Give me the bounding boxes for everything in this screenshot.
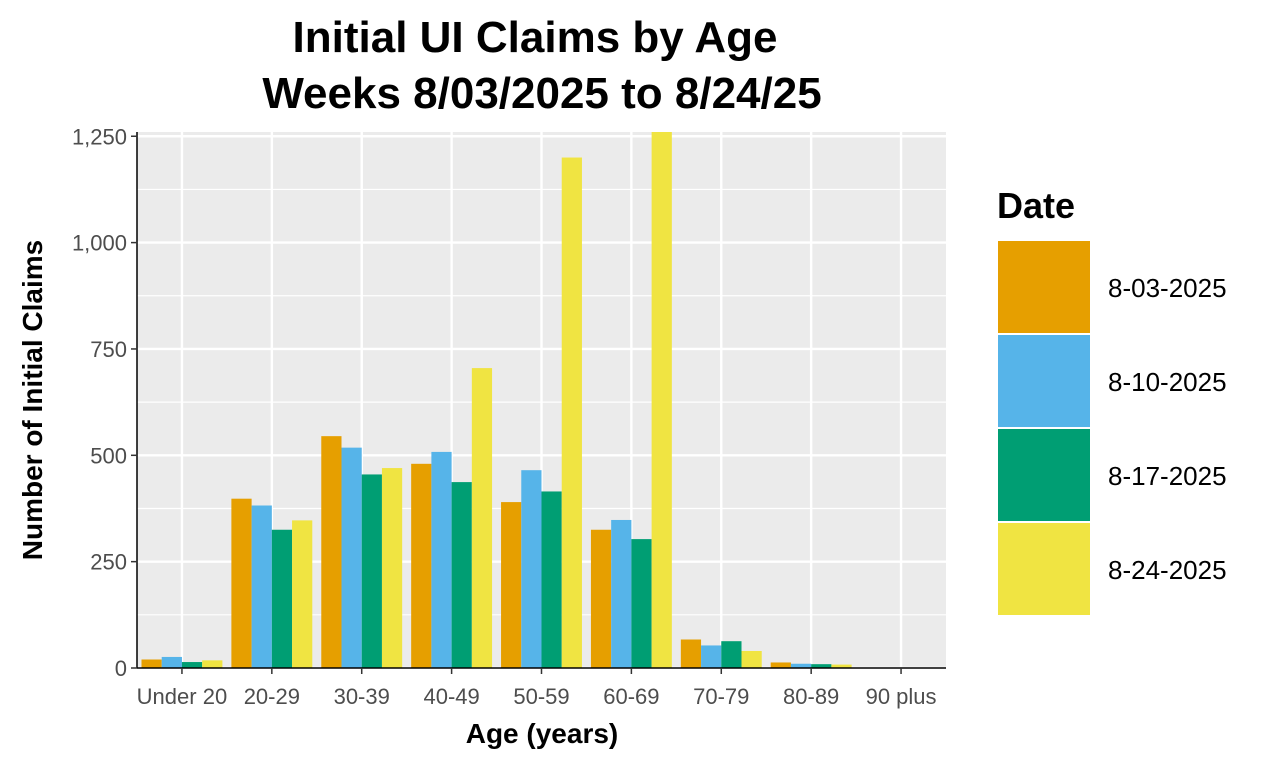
x-axis: Under 20 20-29 30-39 40-49 50-59 60-69 70-79 80…	[137, 667, 946, 709]
bar	[231, 498, 252, 668]
bar	[141, 659, 162, 668]
bar	[790, 663, 812, 668]
x-axis-title: Age (years)	[466, 718, 619, 749]
bar	[202, 660, 223, 668]
bar	[721, 641, 742, 668]
legend-key	[996, 239, 1092, 335]
legend-label: 8-24-2025	[1108, 555, 1227, 585]
bar	[271, 529, 293, 668]
y-tick-label: 500	[90, 443, 127, 468]
bar	[361, 474, 382, 668]
y-tick-label: 1,250	[72, 124, 127, 149]
bar	[541, 491, 562, 668]
x-tick-label: 80-89	[783, 684, 839, 709]
bar	[831, 664, 852, 668]
bar	[451, 482, 472, 668]
bar	[811, 664, 832, 668]
y-axis: 0 250 500 750 1,000 1,250	[72, 124, 138, 681]
chart-title: Initial UI Claims by Age	[293, 13, 778, 62]
bar	[431, 451, 452, 668]
chart-subtitle: Weeks 8/03/2025 to 8/24/25	[262, 69, 821, 118]
x-tick-label: 60-69	[603, 684, 659, 709]
gridlines	[137, 132, 946, 670]
bar	[471, 368, 493, 668]
x-tick-label: 20-29	[244, 684, 300, 709]
bar	[501, 502, 522, 668]
bar	[521, 470, 542, 668]
legend-label: 8-03-2025	[1108, 273, 1227, 303]
bar	[701, 645, 722, 668]
bar	[292, 520, 313, 668]
bars	[141, 132, 942, 668]
y-tick-label: 250	[90, 550, 127, 575]
legend-label: 8-17-2025	[1108, 461, 1227, 491]
y-tick-label: 750	[90, 337, 127, 362]
y-axis-title: Number of Initial Claims	[17, 240, 48, 561]
y-tick-label: 0	[115, 656, 127, 681]
bar	[181, 662, 203, 668]
bar	[381, 468, 403, 668]
legend-key	[996, 521, 1092, 617]
bar	[680, 639, 702, 668]
bar	[611, 519, 632, 668]
x-tick-label: 50-59	[513, 684, 569, 709]
bar	[561, 157, 582, 668]
x-tick-label: 40-49	[423, 684, 479, 709]
x-tick-label: 30-39	[334, 684, 390, 709]
bar	[590, 529, 612, 668]
y-tick-label: 1,000	[72, 231, 127, 256]
legend: Date 8-03-2025 8-10-2025 8-17-2025 8-24-202…	[996, 185, 1227, 617]
bar	[411, 463, 432, 668]
bar	[741, 650, 762, 668]
bar	[770, 662, 791, 668]
bar	[251, 505, 272, 668]
legend-key	[996, 333, 1092, 429]
x-tick-label: Under 20	[137, 684, 228, 709]
bar	[631, 539, 652, 668]
legend-title: Date	[997, 185, 1075, 226]
x-tick-label: 90 plus	[866, 684, 937, 709]
bar	[341, 447, 362, 668]
bar	[651, 132, 672, 668]
bar	[321, 436, 342, 668]
x-tick-label: 70-79	[693, 684, 749, 709]
legend-label: 8-10-2025	[1108, 367, 1227, 397]
bar	[161, 656, 182, 668]
legend-key	[996, 427, 1092, 523]
